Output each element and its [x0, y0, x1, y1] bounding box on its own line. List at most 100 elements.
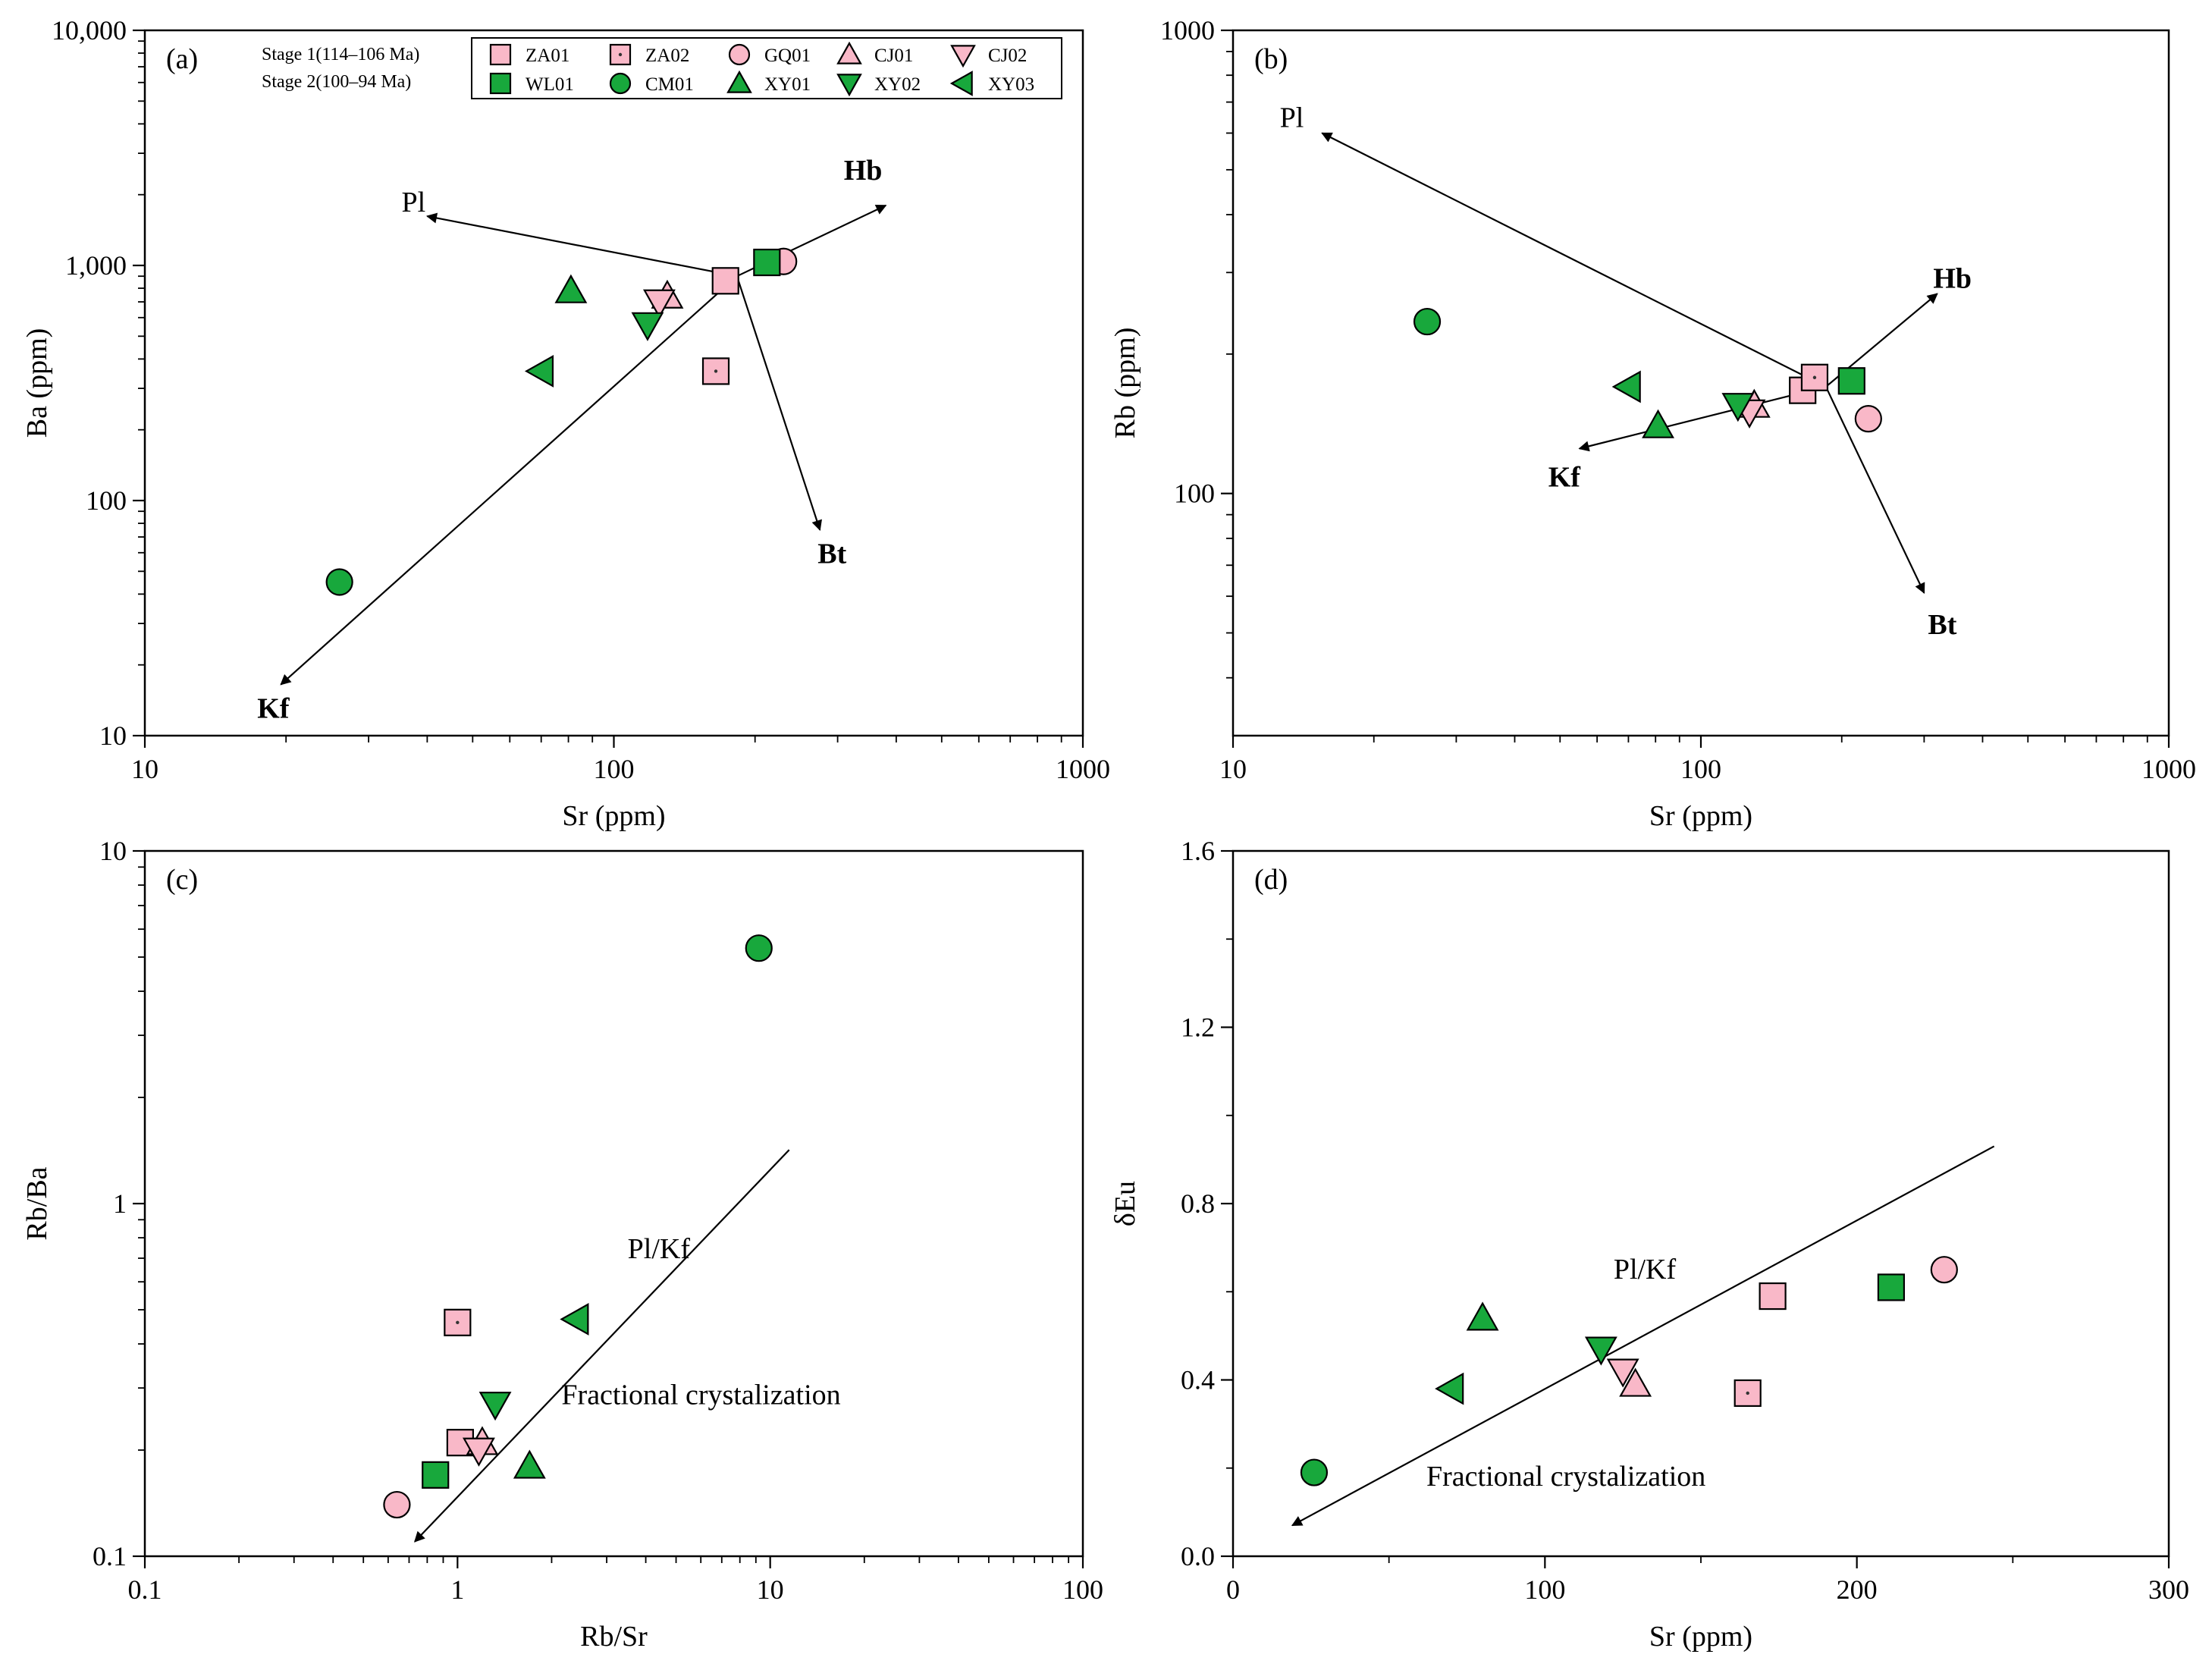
x-tick-label: 0 [1226, 1574, 1240, 1605]
point-xy01 [1642, 409, 1674, 438]
vector-label-bt: Bt [1928, 609, 1956, 641]
y-tick-label: 100 [86, 485, 127, 516]
vector-label-pl: Pl [402, 187, 426, 218]
point-gq01 [1854, 405, 1882, 433]
annotation: Fractional crystalization [1426, 1461, 1705, 1493]
annotation: Fractional crystalization [561, 1379, 840, 1411]
point-cm01 [745, 934, 773, 962]
x-tick-label: 100 [594, 754, 635, 784]
legend-stage2-label: Stage 2(100–94 Ma) [262, 72, 411, 92]
point-xy03 [524, 354, 554, 388]
vector-label-hb: Hb [1933, 262, 1972, 294]
y-tick-label: 1.2 [1181, 1012, 1215, 1043]
x-tick-label: 200 [1837, 1574, 1878, 1605]
point-wl01 [753, 248, 781, 277]
point-xy02 [478, 1392, 512, 1421]
legend-marker-xy02 [836, 74, 862, 97]
panel-letter: (c) [166, 864, 198, 896]
vector-pl [425, 212, 738, 278]
legend-marker-wl01 [489, 72, 512, 95]
legend-marker-za02-dot [618, 52, 623, 57]
legend-marker-za01 [489, 43, 512, 66]
point-xy03 [1435, 1372, 1464, 1405]
point-wl01 [1877, 1273, 1906, 1301]
y-tick-label: 100 [1174, 479, 1215, 509]
point-gq01 [1930, 1256, 1958, 1284]
legend-label-xy03: XY03 [988, 74, 1034, 95]
legend-label-za02: ZA02 [645, 46, 689, 66]
x-tick-label: 1000 [1056, 754, 1110, 784]
vector-label-kf: Kf [257, 693, 290, 725]
point-xy01 [513, 1449, 546, 1479]
axis-ticks: 0 100 200 300 0.0 0.4 0.8 1.2 1.6 [1181, 836, 2189, 1605]
point-cj02 [463, 1437, 495, 1467]
x-tick-label: 0.1 [128, 1574, 162, 1605]
point-cm01 [1413, 307, 1442, 336]
legend-marker-xy03 [949, 71, 973, 96]
point-xy02 [1584, 1336, 1617, 1366]
x-tick-label: 10 [131, 754, 158, 784]
vector-label-kf: Kf [1548, 462, 1582, 494]
legend: Stage 1(114–106 Ma) Stage 2(100–94 Ma) ZA0… [262, 37, 1062, 99]
vectors: Pl/Kf Fractional crystalization [414, 1149, 841, 1543]
legend-label-gq01: GQ01 [764, 46, 811, 66]
legend-label-xy02: XY02 [874, 74, 921, 95]
point-za02-dot [456, 1320, 460, 1325]
panel-a: 10 100 1000 10 100 1,000 10,000 Sr (ppm) Ba (ppm… [21, 15, 1110, 832]
annotation: Pl/Kf [1614, 1254, 1677, 1285]
plot-frame [143, 29, 1084, 737]
legend-box [471, 37, 1062, 99]
x-tick-label: 1 [450, 1574, 464, 1605]
y-tick-label: 10,000 [52, 15, 127, 46]
x-tick-label: 100 [1062, 1574, 1103, 1605]
trend-line [1291, 1145, 1995, 1527]
point-xy01 [1466, 1301, 1499, 1331]
axis-ticks: 0.1 1 10 100 0.1 1 10 [93, 836, 1103, 1605]
plot-frame [1232, 29, 2170, 737]
point-xy02 [631, 312, 664, 341]
legend-marker-xy01 [726, 70, 752, 93]
y-tick-label: 1000 [1160, 15, 1215, 46]
point-xy03 [560, 1303, 589, 1336]
y-tick-label: 1.6 [1181, 836, 1215, 866]
x-tick-label: 100 [1524, 1574, 1565, 1605]
x-tick-label: 10 [1219, 754, 1247, 784]
legend-label-xy01: XY01 [764, 74, 811, 95]
vector-bt [736, 275, 822, 532]
panel-letter: (a) [166, 43, 198, 75]
trend-line [414, 1149, 790, 1543]
data-points [325, 247, 798, 596]
legend-label-wl01: WL01 [526, 74, 574, 95]
vectors: Pl Hb Bt Kf [1280, 102, 1972, 640]
x-axis-title: Sr (ppm) [1649, 1621, 1752, 1653]
vector-kf [280, 275, 738, 686]
vector-kf [1578, 385, 1827, 452]
y-tick-label: 1 [113, 1188, 127, 1219]
panel-c: 0.1 1 10 100 0.1 1 10 Rb/Sr Rb/Ba (c) Pl/Kf Fractio… [21, 836, 1103, 1653]
point-za01 [711, 267, 739, 295]
x-tick-label: 300 [2148, 1574, 2189, 1605]
vectors: Pl Hb Bt Kf [257, 155, 887, 725]
plot-frame [143, 849, 1084, 1558]
legend-label-za01: ZA01 [526, 46, 569, 66]
y-tick-label: 0.8 [1181, 1188, 1215, 1219]
point-gq01 [383, 1490, 411, 1519]
x-axis-title: Rb/Sr [580, 1621, 648, 1653]
vector-pl [1321, 132, 1827, 388]
point-za02-dot [714, 369, 718, 373]
annotation: Pl/Kf [628, 1233, 691, 1265]
x-axis-title: Sr (ppm) [562, 800, 665, 832]
point-cj01 [1619, 1367, 1652, 1397]
legend-label-cj02: CJ02 [988, 46, 1027, 66]
vector-label-bt: Bt [817, 538, 846, 570]
vectors: Pl/Kf Fractional crystalization [1291, 1145, 1995, 1527]
legend-stage1-label: Stage 1(114–106 Ma) [262, 45, 419, 64]
y-axis-title: Ba (ppm) [21, 328, 53, 438]
legend-label-cj01: CJ01 [874, 46, 913, 66]
vector-label-pl: Pl [1280, 102, 1304, 133]
legend-marker-gq01 [728, 43, 751, 66]
panel-b: 10 100 1000 100 1000 Sr (ppm) Rb (ppm) (b) Pl Hb B… [1109, 15, 2196, 832]
point-cm01 [325, 568, 353, 596]
legend-marker-cj01 [836, 41, 862, 64]
x-axis-title: Sr (ppm) [1649, 800, 1752, 832]
